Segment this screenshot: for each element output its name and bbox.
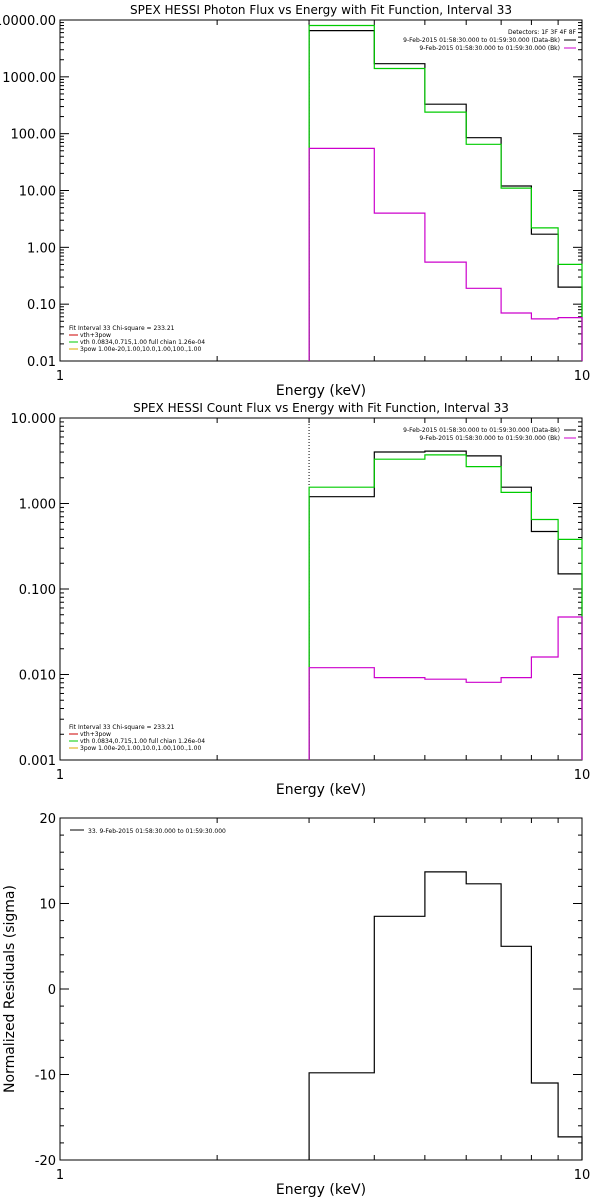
y-tick-label: 0.10 xyxy=(27,298,56,313)
y-tick-label: 1000.00 xyxy=(2,71,56,86)
x-tick-label: 10 xyxy=(574,1168,591,1183)
y-tick-label: 10 xyxy=(39,898,56,913)
y-tick-label: -10 xyxy=(35,1069,56,1084)
y-axis-label: Normalized Residuals (sigma) xyxy=(2,885,18,1093)
legend-entry: 3pow 1.00e-20,1.00,10.0,1.00,100.,1.00 xyxy=(80,745,201,752)
series-3-line xyxy=(308,147,583,361)
legend-entry: Fit Interval 33 Chi-square = 233.21 xyxy=(69,325,175,332)
legend-entry: vth 0.0834,0.715,1.00 full chian 1.26e-0… xyxy=(80,339,205,346)
chart-title: SPEX HESSI Photon Flux vs Energy with Fi… xyxy=(130,3,512,17)
y-tick-label: 20 xyxy=(39,812,56,827)
chart-2: SPEX HESSI Count Flux vs Energy with Fit… xyxy=(11,401,591,798)
y-tick-label: 1.00 xyxy=(27,241,56,256)
series-3-line xyxy=(308,616,583,760)
y-tick-label: -20 xyxy=(35,1154,56,1169)
legend-entry: 9-Feb-2015 01:58:30.000 to 01:59:30.000 … xyxy=(419,435,560,442)
legend-entry: Detectors: 1F 3F 4F 8F xyxy=(508,29,577,36)
x-tick-label: 1 xyxy=(56,1168,64,1183)
x-tick-label: 1 xyxy=(56,768,64,783)
y-tick-label: 10000.00 xyxy=(0,14,56,29)
y-tick-label: 0.010 xyxy=(19,669,56,684)
plot-frame xyxy=(59,817,583,1161)
legend-entry: vth+3pow xyxy=(80,731,111,738)
x-axis-label: Energy (keV) xyxy=(276,782,366,798)
y-tick-label: 100.00 xyxy=(11,128,57,143)
y-tick-label: 0 xyxy=(48,983,56,998)
legend-entry: vth 0.0834,0.715,1.00 full chian 1.26e-0… xyxy=(80,738,205,745)
legend-entry: Fit Interval 33 Chi-square = 233.21 xyxy=(69,724,175,731)
legend-entry: 3pow 1.00e-20,1.00,10.0,1.00,100.,1.00 xyxy=(80,346,201,353)
series-2-line xyxy=(308,454,583,760)
x-tick-label: 1 xyxy=(56,369,64,384)
legend-entry: vth+3pow xyxy=(80,332,111,339)
series-1-line xyxy=(308,450,583,760)
y-tick-label: 0.01 xyxy=(27,355,56,370)
plot-frame xyxy=(59,417,583,761)
chart-title: SPEX HESSI Count Flux vs Energy with Fit… xyxy=(133,401,509,415)
plot-frame xyxy=(59,19,583,362)
legend-entry: 9-Feb-2015 01:58:30.000 to 01:59:30.000 … xyxy=(403,37,560,44)
y-tick-label: 10.00 xyxy=(19,185,56,200)
series-1-line xyxy=(308,871,583,1160)
legend-entry: 9-Feb-2015 01:58:30.000 to 01:59:30.000 … xyxy=(403,427,560,434)
x-axis-label: Energy (keV) xyxy=(276,383,366,399)
legend-entry: 9-Feb-2015 01:58:30.000 to 01:59:30.000 … xyxy=(419,45,560,52)
x-tick-label: 10 xyxy=(574,768,591,783)
y-tick-label: 10.000 xyxy=(11,412,57,427)
series-2-line xyxy=(308,24,583,361)
x-axis-label: Energy (keV) xyxy=(276,1182,366,1198)
y-tick-label: 1.000 xyxy=(19,498,56,513)
y-tick-label: 0.100 xyxy=(19,583,56,598)
chart-3: 20 10 0 -10 -201 10 Energy (keV) Normalized Res… xyxy=(2,812,590,1198)
x-tick-label: 10 xyxy=(574,369,591,384)
y-tick-label: 0.001 xyxy=(19,754,56,769)
series-1-line xyxy=(308,30,583,361)
legend-entry: 33. 9-Feb-2015 01:58:30.000 to 01:59:30.… xyxy=(88,828,226,835)
chart-1: SPEX HESSI Photon Flux vs Energy with Fi… xyxy=(0,3,590,399)
